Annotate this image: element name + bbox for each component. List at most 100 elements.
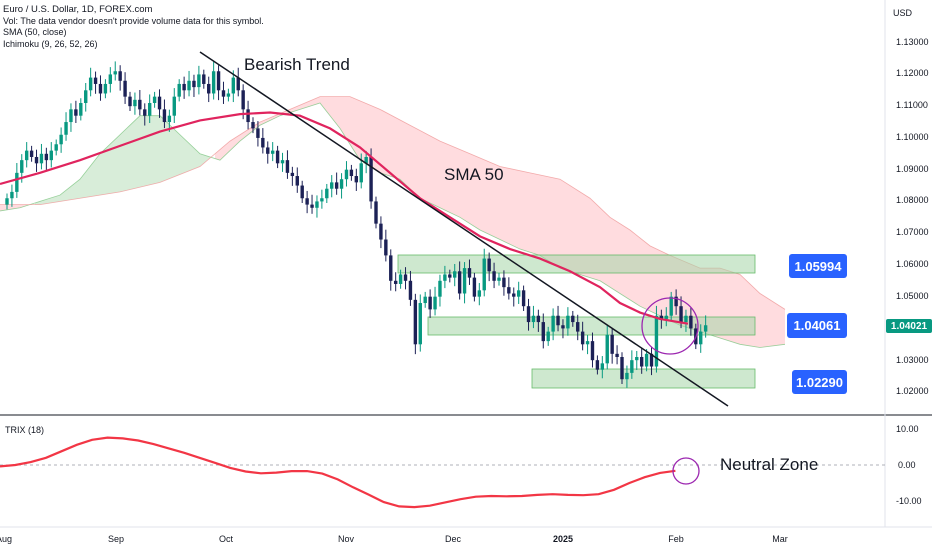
candle-body-up xyxy=(54,144,58,151)
candle-body-up xyxy=(15,172,19,192)
candle-body-up xyxy=(423,296,427,304)
candle-body-up xyxy=(497,277,501,281)
candle-body-down xyxy=(349,169,354,177)
candle-body-up xyxy=(147,103,152,116)
candle-body-down xyxy=(507,287,511,294)
candle-body-up xyxy=(664,315,668,319)
y-tick: 1.10000 xyxy=(896,132,929,142)
candle-body-down xyxy=(275,150,280,164)
candle-body-up xyxy=(344,169,349,180)
candle-body-up xyxy=(20,160,24,173)
candle-body-down xyxy=(457,271,462,294)
candle-body-up xyxy=(531,315,536,323)
candle-body-up xyxy=(669,296,673,316)
price-highlight-circle xyxy=(641,297,699,355)
candle-body-down xyxy=(561,325,565,329)
annotation-bearish-trend: Bearish Trend xyxy=(244,55,350,74)
currency-label[interactable]: USD xyxy=(893,8,913,18)
candle-body-down xyxy=(143,109,147,116)
candle-body-up xyxy=(280,160,285,164)
price-label-mid-zone: 1.04061 xyxy=(787,313,847,338)
candle-body-up xyxy=(5,198,9,205)
x-tick: Dec xyxy=(444,534,462,544)
candle-body-up xyxy=(546,331,550,342)
candle-body-up xyxy=(84,90,88,103)
candle-body-down xyxy=(408,280,413,300)
candle-body-down xyxy=(246,109,250,123)
price-label-support: 1.02290 xyxy=(792,370,847,394)
candle-body-down xyxy=(413,299,418,345)
x-tick: Feb xyxy=(668,534,684,544)
candle-body-down xyxy=(659,315,664,319)
candle-body-up xyxy=(270,150,275,154)
y-tick: 1.07000 xyxy=(896,227,929,237)
candle-body-up xyxy=(625,372,629,380)
candle-body-up xyxy=(462,268,467,294)
candle-body-down xyxy=(98,83,103,94)
legend-ichimoku: Ichimoku (9, 26, 52, 26) xyxy=(3,38,98,49)
chart-legend: Euro / U.S. Dollar, 1D, FOREX.com Vol: T… xyxy=(3,4,264,50)
candle-body-down xyxy=(236,77,240,91)
candle-body-up xyxy=(330,182,334,189)
annotation-neutral-zone: Neutral Zone xyxy=(720,455,819,474)
candle-body-down xyxy=(512,293,516,297)
candle-body-down xyxy=(93,77,98,84)
y-tick: 1.03000 xyxy=(896,355,929,365)
candle-body-down xyxy=(182,83,186,91)
candle-body-up xyxy=(516,290,521,297)
y-tick: 1.05000 xyxy=(896,291,929,301)
candle-body-down xyxy=(290,172,295,177)
candle-body-down xyxy=(610,334,614,354)
candle-body-up xyxy=(49,150,53,161)
candle-body-up xyxy=(438,280,442,297)
candle-body-down xyxy=(221,90,226,97)
candle-body-down xyxy=(374,201,378,224)
candle-body-down xyxy=(261,137,265,148)
candle-body-up xyxy=(79,103,83,116)
support-zone xyxy=(531,368,756,389)
current-price-label: 1.04021 xyxy=(886,319,932,333)
candle-body-down xyxy=(620,357,624,380)
candle-body-down xyxy=(369,156,373,202)
candle-body-down xyxy=(207,83,211,94)
y-tick: 1.09000 xyxy=(896,164,929,174)
y-tick: 1.06000 xyxy=(896,259,929,269)
legend-sma: SMA (50, close) xyxy=(3,27,67,37)
candle-body-down xyxy=(615,353,619,357)
candle-body-down xyxy=(192,80,196,88)
x-tick-year: 2025 xyxy=(552,534,574,544)
candle-body-down xyxy=(590,341,595,361)
y-tick: 1.08000 xyxy=(896,195,929,205)
candle-body-down xyxy=(487,258,491,272)
candle-body-up xyxy=(315,201,319,208)
candle-body-down xyxy=(689,315,693,329)
x-tick: Oct xyxy=(218,534,234,544)
candle-body-down xyxy=(526,306,531,323)
candle-body-up xyxy=(167,115,172,123)
candle-body-down xyxy=(157,96,162,110)
candle-body-up xyxy=(24,150,29,161)
y-tick: 1.02000 xyxy=(896,386,929,396)
candle-body-down xyxy=(44,153,49,161)
candle-body-up xyxy=(152,96,157,103)
candle-body-down xyxy=(123,80,127,97)
candle-body-up xyxy=(339,179,344,189)
candle-body-down xyxy=(128,96,132,107)
candle-body-up xyxy=(64,122,68,135)
candle-body-up xyxy=(226,93,231,97)
trix-line xyxy=(0,436,676,509)
candle-body-up xyxy=(88,77,93,91)
candle-body-up xyxy=(359,163,363,183)
ichimoku-span-a xyxy=(0,102,786,348)
candle-body-up xyxy=(320,198,324,202)
candle-body-down xyxy=(241,90,245,110)
candle-body-down xyxy=(649,353,654,367)
candle-body-down xyxy=(521,290,526,307)
trix-tick: -10.00 xyxy=(896,496,922,506)
candle-body-down xyxy=(389,255,393,281)
candle-body-down xyxy=(34,156,39,164)
candle-body-up xyxy=(197,74,201,88)
candle-body-up xyxy=(418,303,422,345)
candle-body-down xyxy=(674,296,678,307)
